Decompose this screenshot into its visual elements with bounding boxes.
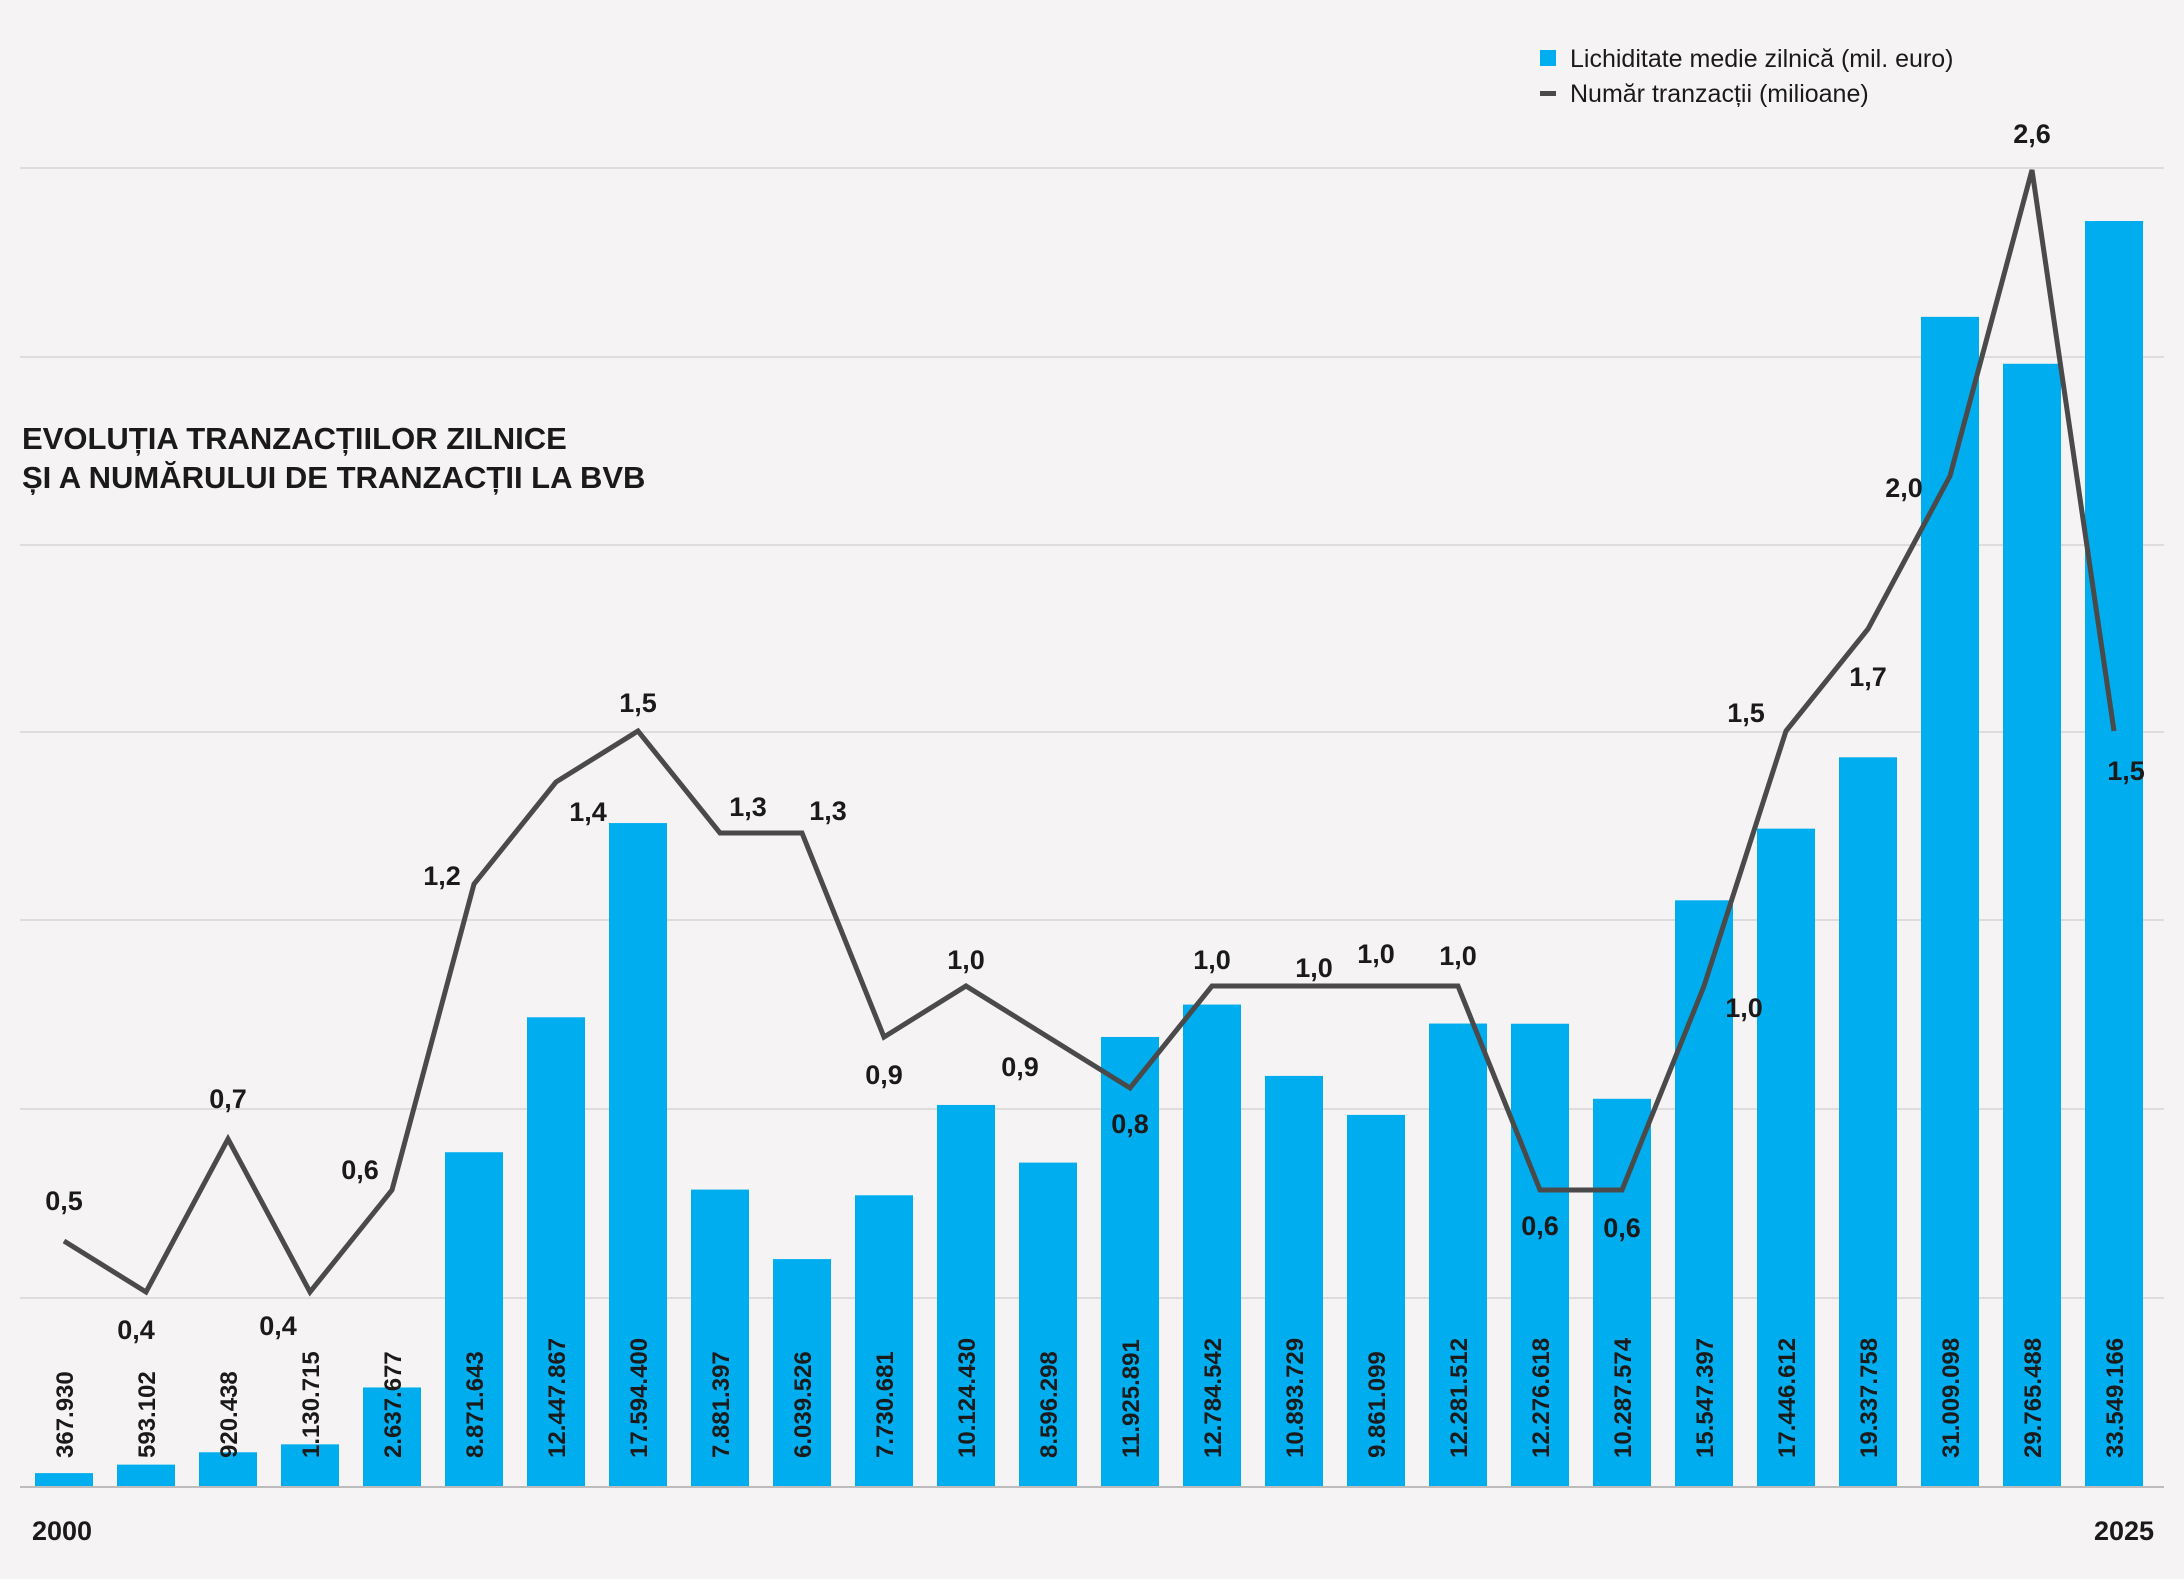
bar	[855, 1195, 913, 1487]
line-value-label: 1,0	[1439, 941, 1477, 971]
bar	[1183, 1004, 1241, 1487]
line-value-label: 1,0	[1193, 945, 1231, 975]
bar-value-label: 593.102	[134, 1371, 161, 1458]
legend-swatch-bars	[1540, 50, 1556, 66]
legend: Lichiditate medie zilnică (mil. euro) Nu…	[1540, 45, 1953, 108]
bar-value-label: 11.925.891	[1118, 1339, 1145, 1458]
line-value-label: 0,4	[117, 1315, 155, 1345]
bar-value-label: 12.784.542	[1200, 1338, 1227, 1458]
bar-value-label: 10.124.430	[954, 1338, 981, 1458]
x-tick-first: 2000	[32, 1516, 92, 1546]
bar-value-label: 6.039.526	[790, 1351, 817, 1458]
line-value-label: 2,0	[1885, 473, 1923, 503]
bar	[1675, 900, 1733, 1487]
bar	[445, 1152, 503, 1487]
line-value-label: 0,6	[341, 1155, 379, 1185]
bar-value-label: 7.730.681	[872, 1351, 899, 1458]
x-tick-last: 2025	[2094, 1516, 2154, 1546]
bar-value-label: 31.009.098	[1938, 1338, 1965, 1458]
bar-value-label: 12.447.867	[544, 1338, 571, 1458]
line-value-label: 0,4	[259, 1311, 297, 1341]
bar	[2003, 363, 2061, 1488]
line-value-label: 1,0	[1295, 953, 1333, 983]
line-value-label: 1,2	[423, 861, 461, 891]
chart-title-line-1: EVOLUȚIA TRANZACȚIILOR ZILNICE	[22, 421, 567, 456]
bar	[1101, 1036, 1159, 1487]
bar	[1347, 1114, 1405, 1487]
line-value-label: 0,6	[1521, 1211, 1559, 1241]
line-value-label: 1,4	[569, 797, 607, 827]
bar	[199, 1452, 257, 1487]
legend-label-bars: Lichiditate medie zilnică (mil. euro)	[1570, 45, 1953, 73]
bar-value-label: 12.281.512	[1446, 1338, 1473, 1458]
bar-value-label: 920.438	[216, 1371, 243, 1458]
bar	[527, 1017, 585, 1487]
line-value-label: 0,8	[1111, 1109, 1149, 1139]
legend-swatch-line	[1540, 91, 1556, 96]
bar-value-label: 367.930	[52, 1371, 79, 1458]
bar-value-label: 8.871.643	[462, 1351, 489, 1458]
bar-value-label: 12.276.618	[1528, 1338, 1555, 1458]
chart-title-line-2: ȘI A NUMĂRULUI DE TRANZACȚII LA BVB	[22, 460, 645, 495]
bar-value-label: 1.130.715	[298, 1351, 325, 1458]
bar-series	[35, 221, 2143, 1488]
bar	[773, 1259, 831, 1487]
bar-value-label: 33.549.166	[2102, 1338, 2129, 1458]
line-path	[62, 169, 2117, 1297]
bar	[609, 823, 667, 1487]
bar	[1839, 757, 1897, 1487]
bar-value-label: 10.287.574	[1610, 1337, 1637, 1458]
line-value-label: 0,6	[1603, 1213, 1641, 1243]
bar-value-label: 8.596.298	[1036, 1351, 1063, 1458]
chart-title: EVOLUȚIA TRANZACȚIILOR ZILNICE ȘI A NUMĂ…	[22, 421, 645, 495]
line-value-label: 1,3	[729, 792, 767, 822]
bar	[1511, 1023, 1569, 1487]
bar-value-label: 17.446.612	[1774, 1338, 1801, 1458]
line-labels: 0,5 0,4 0,7 0,4 0,6 1,2 1,4 1,5 1,3 1,3 0,9 1,0 0,9 0…	[45, 119, 2145, 1345]
line-value-label: 0,9	[1001, 1052, 1039, 1082]
bar	[117, 1464, 175, 1487]
bar-value-label: 17.594.400	[626, 1338, 653, 1458]
bar-value-label: 10.893.729	[1282, 1338, 1309, 1458]
line-value-label: 0,9	[865, 1060, 903, 1090]
line-value-label: 1,0	[947, 945, 985, 975]
line-value-label: 1,0	[1725, 993, 1763, 1023]
gridlines	[20, 167, 2164, 1299]
bar	[691, 1189, 749, 1487]
bar-value-label: 19.337.758	[1856, 1338, 1883, 1458]
bar	[1265, 1075, 1323, 1487]
bar-value-label: 2.637.677	[380, 1351, 407, 1458]
bar	[363, 1387, 421, 1487]
bar	[937, 1104, 995, 1487]
bar	[1019, 1162, 1077, 1487]
bar	[281, 1444, 339, 1487]
line-value-label: 0,5	[45, 1186, 83, 1216]
bar	[35, 1473, 93, 1487]
legend-label-line: Număr tranzacții (milioane)	[1570, 80, 1869, 108]
bar-labels: 367.930 593.102 920.438 1.130.715 2.637.677 8…	[52, 1337, 2129, 1458]
bar-value-label: 9.861.099	[1364, 1351, 1391, 1458]
bar	[1757, 828, 1815, 1487]
line-series	[62, 169, 2117, 1297]
bar-value-label: 15.547.397	[1692, 1338, 1719, 1458]
bar-value-label: 7.881.397	[708, 1351, 735, 1458]
line-value-label: 1,5	[1727, 698, 1765, 728]
bar	[2085, 221, 2143, 1487]
bar	[1921, 316, 1979, 1488]
line-value-label: 1,7	[1849, 662, 1887, 692]
bar	[1593, 1098, 1651, 1487]
bar	[1429, 1023, 1487, 1487]
line-value-label: 1,5	[619, 688, 657, 718]
bar-value-label: 29.765.488	[2020, 1338, 2047, 1458]
line-value-label: 1,5	[2107, 756, 2145, 786]
line-value-label: 1,0	[1357, 939, 1395, 969]
line-value-label: 2,6	[2013, 119, 2051, 149]
line-value-label: 1,3	[809, 796, 847, 826]
line-value-label: 0,7	[209, 1084, 247, 1114]
